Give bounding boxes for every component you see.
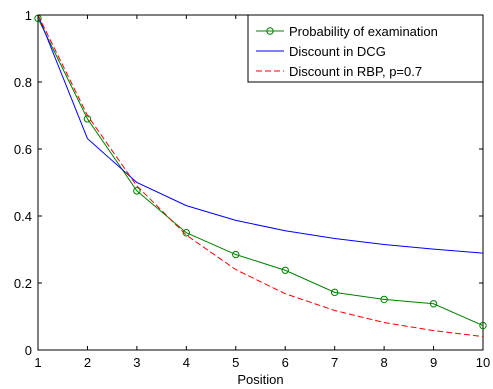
data-point	[281, 266, 289, 274]
x-tick-label: 6	[282, 355, 289, 370]
data-point	[330, 288, 339, 297]
y-tick-label: 1	[25, 8, 32, 23]
y-tick-label: 0	[25, 343, 32, 358]
x-tick-label: 5	[232, 355, 239, 370]
data-point	[380, 295, 388, 304]
legend-label: Probability of examination	[289, 24, 438, 39]
legend: Probability of examination Discount in DC…	[247, 14, 484, 83]
series-probability-of-examination	[34, 14, 487, 330]
series-line	[37, 14, 484, 254]
series-line	[37, 18, 484, 327]
x-tick-label: 10	[476, 355, 490, 370]
legend-box	[247, 14, 484, 83]
x-tick-label: 7	[331, 355, 338, 370]
data-point	[133, 187, 141, 195]
data-point	[232, 250, 240, 259]
legend-marker	[266, 27, 274, 35]
series-discount-in-dcg	[37, 14, 484, 254]
legend-label: Discount in RBP, p=0.7	[289, 64, 422, 79]
x-axis-label: Position	[237, 372, 283, 387]
ticks-layer: 1 2 3 4 5 6 7 8 9 10 0 0.2 0.4 0.6 0.8 1	[14, 8, 490, 370]
x-tick-label: 8	[380, 355, 387, 370]
x-tick-label: 9	[430, 355, 437, 370]
data-point	[479, 321, 487, 330]
x-tick-label: 1	[34, 355, 41, 370]
y-tick-label: 0.6	[14, 142, 32, 157]
x-tick-label: 2	[84, 355, 91, 370]
y-tick-label: 0.2	[14, 276, 32, 291]
x-tick-label: 3	[133, 355, 140, 370]
legend-label: Discount in DCG	[289, 44, 386, 59]
series-line	[37, 14, 484, 338]
data-point	[429, 300, 438, 308]
y-tick-label: 0.4	[14, 209, 32, 224]
legend-entries: Probability of examination Discount in DC…	[256, 24, 438, 79]
data-point	[182, 229, 191, 237]
series-layer	[34, 14, 487, 338]
series-discount-in-rbp-p-0-7	[37, 14, 484, 338]
y-tick-label: 0.8	[14, 75, 32, 90]
x-tick-label: 4	[183, 355, 190, 370]
